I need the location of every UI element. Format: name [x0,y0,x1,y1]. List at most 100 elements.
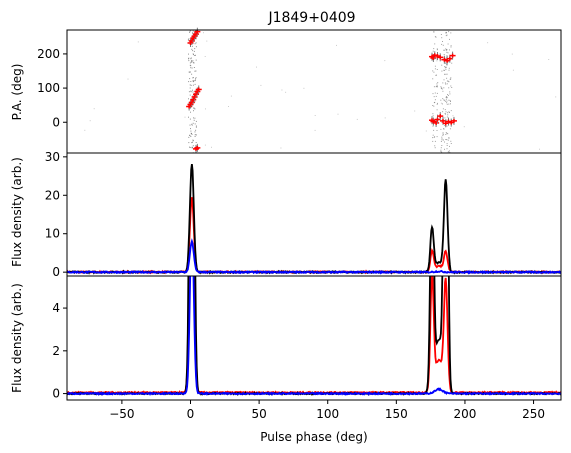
pa-noise-dot [445,111,447,113]
pa-noise-dot [194,123,196,125]
pa-noise-dot [204,144,206,146]
series-line-V [67,276,561,397]
pa-noise-dot [442,90,444,92]
x-tick-label: 0 [187,407,195,421]
pa-noise-dot [193,107,195,109]
pa-noise-dot [193,50,195,52]
pa-noise-dot [434,36,436,38]
pa-noise-dot [446,103,448,105]
pa-noise-dot [432,115,434,117]
y-tick-label: 20 [45,188,60,202]
pa-noise-dot [432,70,434,72]
pa-noise-dot [434,101,436,103]
pa-noise-dot [441,145,443,146]
pa-noise-dot [441,43,443,45]
pa-noise-dot [443,128,445,130]
pa-noise-dot [434,68,436,70]
series-line-I [67,276,561,396]
pa-noise-dot [448,137,450,139]
y-tick-label: 200 [37,47,60,61]
pa-noise-dot [441,151,443,153]
pa-noise-dot [188,58,189,60]
pa-noise-dot [188,53,189,55]
series-line-I [67,163,561,275]
pa-noise-dot [446,73,448,75]
pa-noise-dot [443,87,445,89]
pa-noise-dot [432,78,434,80]
pa-noise-dot [444,117,446,119]
x-tick-label: 250 [522,407,545,421]
pa-noise-dot [443,49,445,51]
x-ticks: −50 0 50 100 150 200 250 [109,400,545,421]
pa-noise-dot [84,129,86,131]
pa-noise-dot [441,64,443,66]
pa-noise-dot [445,132,447,134]
pa-noise-dot [442,108,444,110]
pa-noise-dot [432,113,434,115]
series-line-V [67,238,561,275]
pa-noise-dot [450,85,452,87]
pa-noise-dot [190,91,192,93]
pa-noise-dot [190,57,192,59]
pa-noise-dot [189,62,191,64]
x-tick-label: 100 [316,407,339,421]
zoom-series [67,276,561,397]
pa-noise-dot [195,78,196,80]
pa-noise-dot [356,118,358,120]
pa-noise-dot [446,145,448,146]
pa-noise-dot [432,105,434,106]
pa-noise-dot [445,73,447,75]
pa-noise-dot [444,109,446,111]
pa-noise-dot [446,32,447,34]
pa-noise-dot [193,67,195,68]
pa-noise-dot [449,91,451,93]
pa-noise-dot [437,82,439,84]
pa-noise-dot [228,106,229,107]
pa-noise-dot [436,48,438,50]
pa-noise-dot [188,71,190,73]
pa-noise-dot [448,81,450,83]
pa-noise-dot [441,103,443,105]
pa-noise-dot [446,102,448,104]
pa-noise-dot [435,74,437,76]
pa-noise-dot [450,140,452,142]
pa-noise-dot [446,80,448,82]
pa-noise-dot [194,83,196,85]
pa-noise-dot [188,98,189,100]
pa-noise-dot [193,81,194,83]
zoom-y-ticks: 0 2 4 [52,301,67,401]
pa-noise-dot [190,132,192,134]
pa-noise-dot [436,92,438,94]
pa-noise-dot [437,114,438,116]
pa-noise-dot [440,34,442,35]
pa-noise-dot [195,129,197,131]
pa-noise-dot [447,61,449,63]
pa-noise-dot [442,134,444,136]
pa-noise-dot [192,140,194,142]
pa-noise-dot [440,147,442,149]
pa-noise-dot [193,119,195,121]
pa-noise-dot [433,105,435,107]
pa-noise-dot [448,111,450,113]
pa-noise-dot [440,149,442,151]
pa-noise-dot [414,110,416,112]
pa-noise-dot [194,131,196,133]
pa-noise-dot [195,126,197,128]
pa-noise-dot [442,44,444,46]
pa-noise-dot [450,110,452,112]
pa-noise-dot [436,86,438,88]
pa-noise-dot [192,80,194,82]
panel-frame-zoom [66,275,562,401]
pa-noise-dot [194,79,196,81]
y-tick-label: 10 [45,227,60,241]
pa-noise-dot [192,145,194,147]
profile-panel: 0 10 20 30 Flux density (arb.) [10,150,561,279]
pa-noise-dot [444,73,445,75]
pa-noise-dot [432,125,434,127]
pa-noise-dot [190,81,192,82]
pa-noise-dot [432,137,434,139]
pa-noise-dot [192,141,193,143]
pa-noise-dot [384,60,386,62]
pa-noise-dot [188,91,190,93]
pa-noise-dot [450,77,452,79]
